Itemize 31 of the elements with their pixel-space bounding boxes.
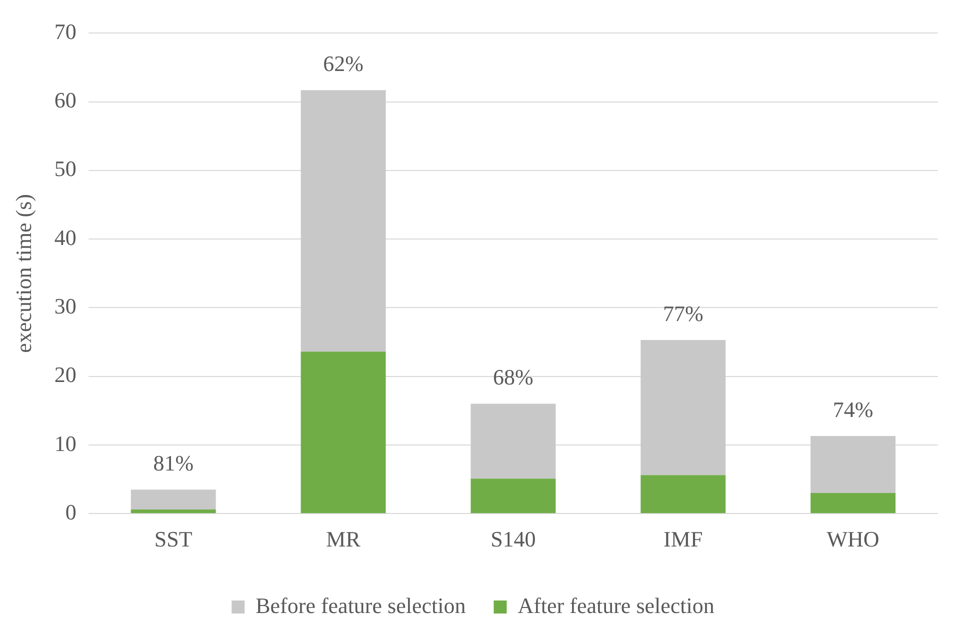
bar xyxy=(130,490,216,510)
x-tick-label: SST xyxy=(154,526,193,552)
x-tick-label: IMF xyxy=(664,526,703,552)
bar xyxy=(470,404,556,479)
annotation: 62% xyxy=(323,50,364,76)
y-tick-label: 70 xyxy=(54,18,76,44)
x-tick-label: MR xyxy=(326,526,361,552)
y-tick-label: 10 xyxy=(54,430,76,456)
y-tick-label: 40 xyxy=(54,224,76,250)
bar xyxy=(810,493,896,514)
bar xyxy=(810,436,896,494)
y-tick-label: 50 xyxy=(54,156,76,182)
legend-label: After feature selection xyxy=(518,592,714,618)
bar xyxy=(300,90,386,352)
annotation: 81% xyxy=(153,450,194,476)
bar xyxy=(300,352,386,514)
x-tick-label: WHO xyxy=(826,526,880,552)
y-tick-label: 30 xyxy=(54,293,76,318)
annotation: 74% xyxy=(832,396,874,422)
y-tick-label: 20 xyxy=(54,362,76,388)
annotation: 68% xyxy=(493,364,534,390)
y-axis-title: execution time (s) xyxy=(10,194,36,353)
x-tick-label: S140 xyxy=(490,526,536,552)
bar xyxy=(470,478,556,514)
annotation: 77% xyxy=(662,300,704,326)
y-tick-label: 0 xyxy=(65,499,76,524)
bar xyxy=(130,509,216,514)
y-tick-label: 60 xyxy=(54,88,76,113)
legend-label: Before feature selection xyxy=(256,592,466,618)
bar xyxy=(640,340,726,476)
bar xyxy=(640,475,726,514)
